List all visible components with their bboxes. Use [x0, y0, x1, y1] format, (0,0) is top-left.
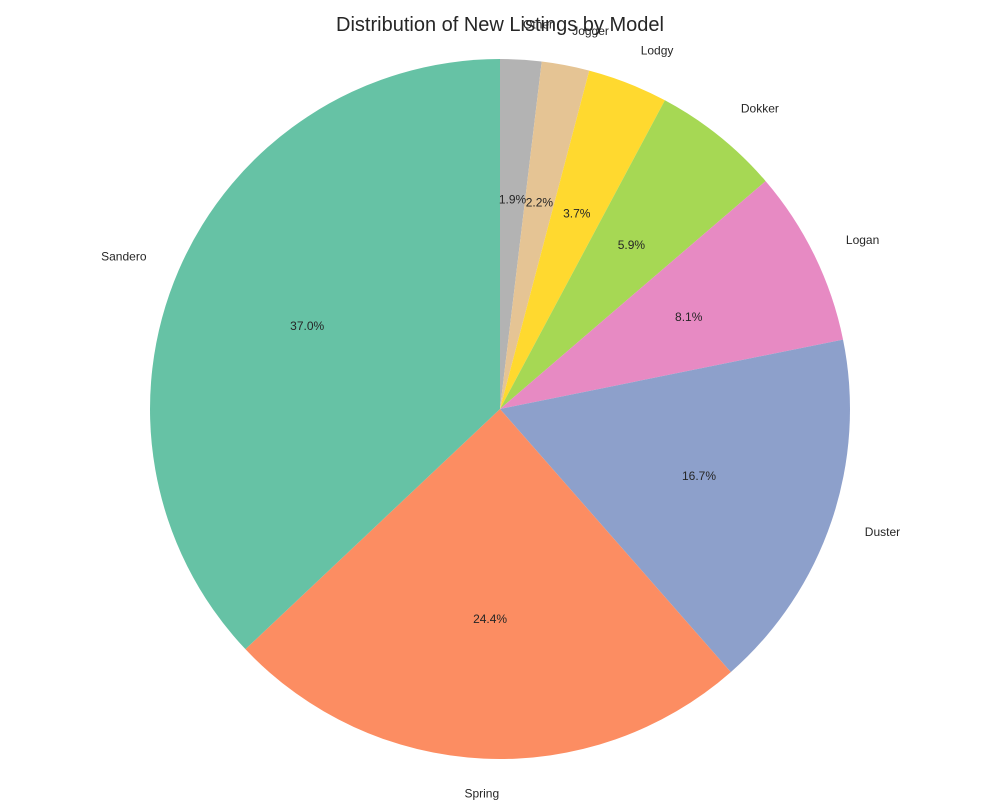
slice-label-dokker: Dokker [741, 102, 779, 116]
chart-title: Distribution of New Listings by Model [336, 14, 664, 36]
slices-layer [150, 59, 850, 759]
outer-labels-layer: Other Jogger Lodgy Dokker Logan Duster Spring S… [101, 18, 900, 800]
slice-percent-logan: 8.1% [675, 310, 703, 324]
pie-slice-dokker [500, 100, 766, 409]
slice-label-jogger: Jogger [572, 24, 609, 38]
pie-slice-spring [245, 409, 731, 759]
pie-slice-duster [500, 339, 850, 673]
pie-slice-logan [500, 181, 844, 409]
slice-percent-sandero: 37.0% [290, 319, 324, 333]
slice-label-logan: Logan [846, 233, 879, 247]
slice-percent-other: 1.9% [499, 192, 527, 206]
pie-slice-other [500, 59, 542, 409]
percent-labels-layer: 1.9% 2.2% 3.7% 5.9% 8.1% 16.7% 24.4% 37.0% [290, 192, 716, 625]
slice-label-spring: Spring [464, 787, 499, 800]
slice-percent-duster: 16.7% [682, 469, 716, 483]
slice-label-other: Other [523, 18, 553, 32]
pie-slice-jogger [500, 61, 590, 409]
slice-percent-spring: 24.4% [473, 612, 507, 626]
slice-label-sandero: Sandero [101, 250, 147, 264]
pie-slice-sandero [150, 59, 500, 650]
slice-label-duster: Duster [865, 525, 900, 539]
slice-percent-jogger: 2.2% [526, 196, 554, 210]
pie-slice-lodgy [500, 70, 665, 409]
slice-percent-lodgy: 3.7% [563, 207, 591, 221]
slice-percent-dokker: 5.9% [618, 238, 646, 252]
slice-label-lodgy: Lodgy [641, 44, 674, 58]
